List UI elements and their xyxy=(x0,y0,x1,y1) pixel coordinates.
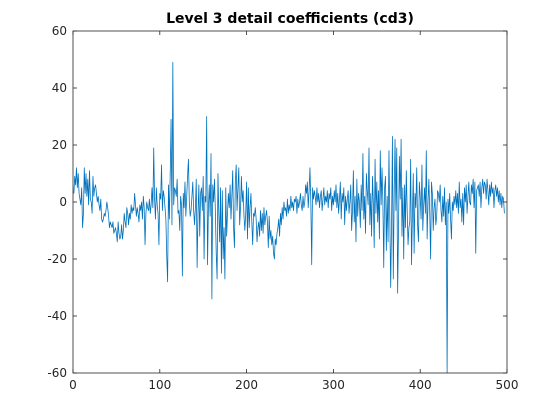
plot-area xyxy=(73,31,507,373)
series-line xyxy=(73,61,505,374)
x-tick-label: 400 xyxy=(409,378,432,392)
plot-frame xyxy=(72,30,508,374)
x-tick-label: 500 xyxy=(496,378,519,392)
x-tick-label: 0 xyxy=(69,378,77,392)
chart-title: Level 3 detail coefficients (cd3) xyxy=(166,11,414,27)
y-tick-label: 20 xyxy=(52,138,67,152)
y-tick-label: -20 xyxy=(47,252,67,266)
x-tick-label: 100 xyxy=(148,378,171,392)
y-tick-label: -40 xyxy=(47,309,67,323)
x-tick-label: 300 xyxy=(322,378,345,392)
y-tick-label: 0 xyxy=(59,195,67,209)
data-layer xyxy=(73,61,505,374)
x-tick-label: 200 xyxy=(235,378,258,392)
y-tick-label: 40 xyxy=(52,81,67,95)
y-tick-label: -60 xyxy=(47,366,67,380)
y-tick-label: 60 xyxy=(52,24,67,38)
